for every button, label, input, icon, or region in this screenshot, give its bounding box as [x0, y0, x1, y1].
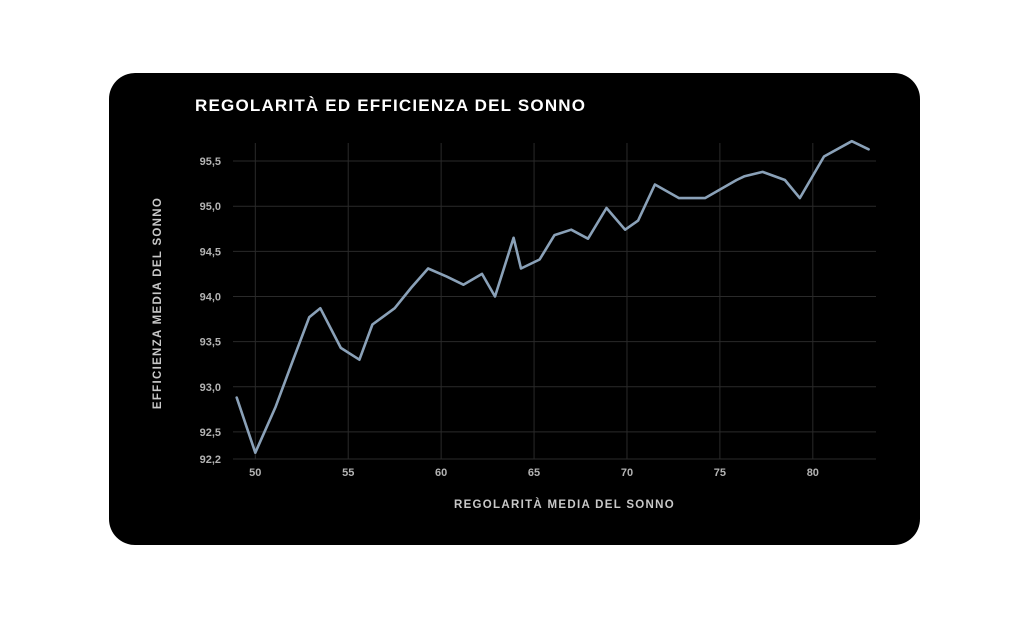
y-tick-label: 93,0 — [200, 382, 221, 394]
x-tick-label: 70 — [621, 467, 633, 479]
y-tick-label: 93,5 — [200, 337, 221, 349]
y-tick-label: 92,5 — [200, 427, 221, 439]
x-tick-label: 65 — [528, 467, 540, 479]
y-axis-label: EFFICIENZA MEDIA DEL SONNO — [152, 197, 164, 409]
x-tick-label: 80 — [807, 467, 819, 479]
series-line — [235, 139, 870, 454]
y-tick-label: 95,0 — [200, 201, 221, 213]
y-tick-labels: 92,2 92,5 93,0 93,5 94,0 94,5 95,0 95,5 — [200, 156, 221, 466]
horizontal-gridlines — [233, 160, 876, 460]
x-tick-labels: 50 55 60 65 70 75 80 — [249, 467, 819, 479]
y-tick-label: 92,2 — [200, 454, 221, 466]
y-tick-label: 95,5 — [200, 156, 221, 168]
x-tick-label: 75 — [714, 467, 726, 479]
y-tick-label: 94,5 — [200, 246, 221, 258]
x-tick-label: 60 — [435, 467, 447, 479]
x-tick-label: 50 — [249, 467, 261, 479]
y-tick-label: 94,0 — [200, 291, 221, 303]
chart-title: REGOLARITÀ ED EFFICIENZA DEL SONNO — [195, 96, 587, 115]
x-tick-label: 55 — [342, 467, 354, 479]
vertical-gridlines — [254, 143, 814, 459]
x-axis-label: REGOLARITÀ MEDIA DEL SONNO — [454, 498, 675, 511]
chart-card — [109, 73, 920, 545]
